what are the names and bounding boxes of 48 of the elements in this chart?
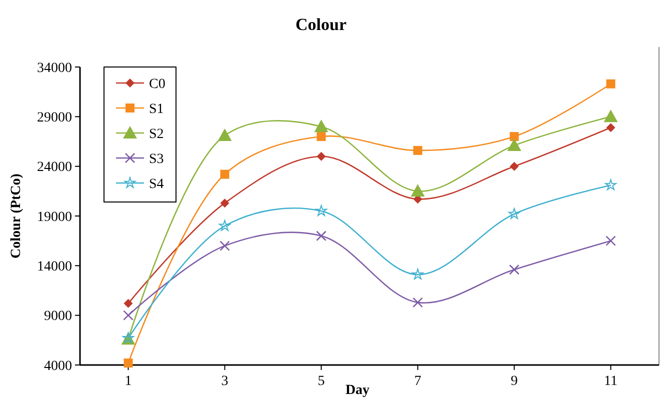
point bbox=[218, 128, 232, 142]
y-tick-label: 29000 bbox=[37, 110, 72, 126]
y-tick-label: 24000 bbox=[37, 160, 72, 176]
legend-label: C0 bbox=[149, 76, 166, 92]
point bbox=[413, 146, 422, 155]
y-tick-label: 14000 bbox=[37, 260, 72, 275]
point bbox=[410, 184, 425, 197]
point bbox=[605, 179, 616, 190]
point bbox=[123, 310, 134, 320]
x-tick-label: 11 bbox=[604, 374, 618, 389]
point bbox=[606, 123, 616, 132]
x-tick-label: 1 bbox=[124, 374, 132, 389]
legend-label: S4 bbox=[149, 176, 164, 192]
point bbox=[316, 152, 326, 161]
point bbox=[412, 268, 424, 280]
point bbox=[316, 132, 326, 142]
point bbox=[220, 170, 230, 179]
point bbox=[509, 264, 520, 275]
y-tick-label: 19000 bbox=[37, 210, 72, 225]
point bbox=[510, 162, 519, 171]
legend-label: S2 bbox=[149, 126, 164, 142]
x-tick-label: 5 bbox=[318, 374, 325, 389]
point bbox=[604, 110, 618, 122]
point bbox=[124, 358, 133, 368]
point bbox=[220, 240, 230, 251]
x-tick-label: 7 bbox=[414, 374, 422, 389]
point bbox=[316, 230, 326, 242]
x-axis-title: Day bbox=[345, 383, 370, 398]
point bbox=[219, 220, 230, 231]
point bbox=[606, 79, 616, 88]
legend-label: S3 bbox=[149, 152, 164, 167]
y-tick-label: 34000 bbox=[37, 60, 72, 76]
point bbox=[606, 236, 616, 246]
point bbox=[124, 298, 133, 308]
point bbox=[508, 208, 520, 219]
chart-title: Colour bbox=[296, 15, 347, 34]
point bbox=[314, 120, 328, 132]
point bbox=[220, 198, 230, 208]
y-tick-label: 4000 bbox=[44, 358, 72, 374]
legend-label: S1 bbox=[149, 102, 164, 117]
point bbox=[316, 205, 327, 216]
point bbox=[510, 132, 519, 142]
point bbox=[507, 138, 522, 151]
point bbox=[412, 297, 423, 308]
y-tick-label: 9000 bbox=[44, 309, 72, 324]
y-axis-title: Colour (PtCo) bbox=[9, 173, 24, 258]
x-tick-label: 9 bbox=[510, 374, 518, 389]
x-tick-label: 3 bbox=[221, 374, 228, 389]
